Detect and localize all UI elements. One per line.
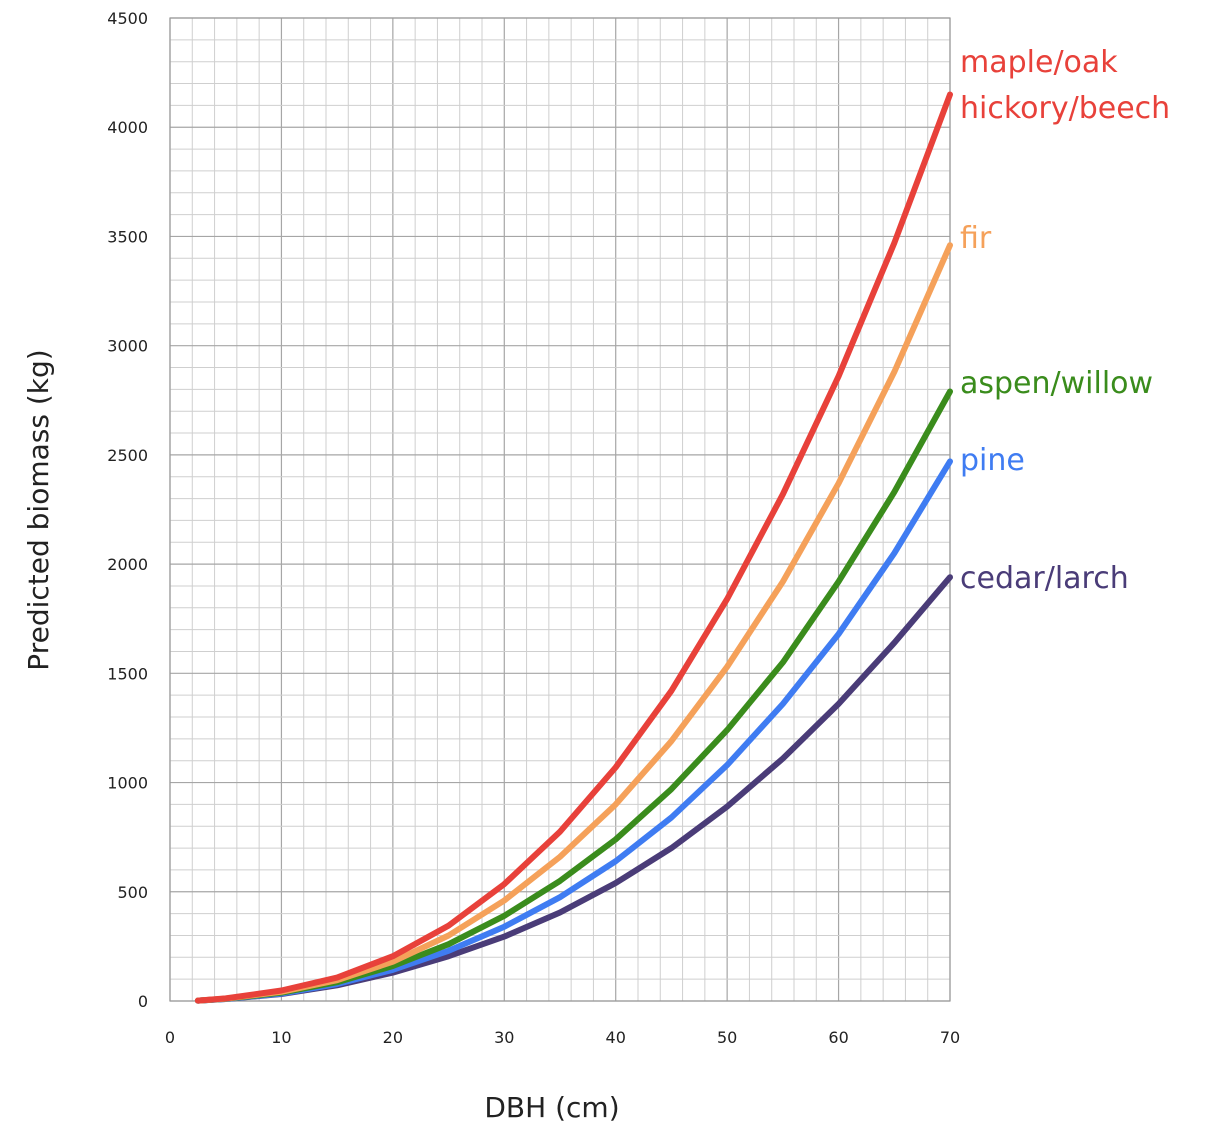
y-tick-label: 4500	[107, 9, 148, 28]
plot-area-frame	[169, 17, 951, 1002]
x-tick-label: 0	[165, 1028, 175, 1047]
x-tick-label: 50	[717, 1028, 737, 1047]
y-tick-label: 3500	[107, 227, 148, 246]
y-axis-label: Predicted biomass (kg)	[22, 349, 55, 670]
y-tick-label: 500	[117, 883, 148, 902]
series-labels: maple/oak hickory/beech fir aspen/willow pin…	[960, 45, 1170, 596]
y-tick-label: 1500	[107, 664, 148, 683]
y-axis-ticks: 0 500 1000 1500 2000 2500 3000 3500 4000 4500	[107, 9, 148, 1011]
x-tick-label: 60	[828, 1028, 848, 1047]
series-label-line: aspen/willow	[960, 366, 1153, 401]
y-tick-label: 4000	[107, 118, 148, 137]
series-line-maple-oak	[194, 91, 953, 1004]
y-tick-label: 2000	[107, 555, 148, 574]
series-label-line: maple/oak	[960, 45, 1118, 80]
series-label-line: hickory/beech	[960, 91, 1170, 126]
x-axis-label: DBH (cm)	[484, 1091, 619, 1124]
series-label-fir: fir	[960, 221, 992, 256]
x-tick-label: 30	[494, 1028, 514, 1047]
series-lines	[194, 91, 953, 1004]
x-tick-label: 70	[940, 1028, 960, 1047]
series-label-pine: pine	[960, 443, 1025, 478]
series-label-maple-oak: maple/oak hickory/beech	[960, 45, 1170, 126]
x-tick-label: 40	[606, 1028, 626, 1047]
x-axis-ticks: 0 10 20 30 40 50 60 70	[165, 1028, 960, 1047]
series-label-line: cedar/larch	[960, 561, 1129, 596]
series-label-aspen-willow: aspen/willow	[960, 366, 1153, 401]
x-tick-label: 10	[271, 1028, 291, 1047]
y-tick-label: 1000	[107, 774, 148, 793]
series-label-line: pine	[960, 443, 1025, 478]
series-label-line: fir	[960, 221, 992, 256]
x-tick-label: 20	[383, 1028, 403, 1047]
y-tick-label: 3000	[107, 337, 148, 356]
y-tick-label: 2500	[107, 446, 148, 465]
y-tick-label: 0	[138, 992, 148, 1011]
series-label-cedar-larch: cedar/larch	[960, 561, 1129, 596]
